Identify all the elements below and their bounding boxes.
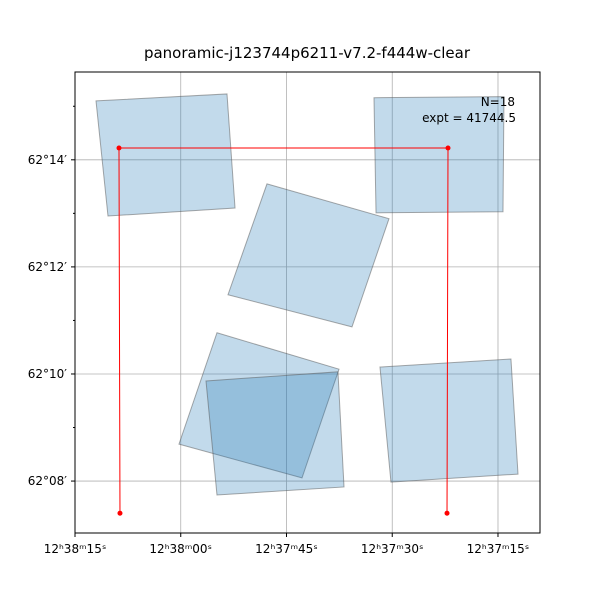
- footprint: [178, 332, 340, 479]
- y-tick-label: 62°12′: [28, 260, 68, 274]
- axes-frame: [74, 71, 541, 534]
- outline-point: [445, 145, 451, 151]
- x-tick-label: 12ʰ37ᵐ15ˢ: [467, 542, 530, 556]
- outline-point: [116, 145, 122, 151]
- x-tick-label: 12ʰ37ᵐ30ˢ: [361, 542, 424, 556]
- footprint: [379, 358, 519, 483]
- footprint: [373, 96, 505, 214]
- outline-point: [117, 510, 123, 516]
- y-tick-label: 62°08′: [28, 474, 68, 488]
- footprint: [95, 93, 236, 217]
- footprint: [227, 183, 390, 328]
- annotation: N=18: [481, 95, 515, 109]
- outline-point: [444, 510, 450, 516]
- x-tick-label: 12ʰ38ᵐ15ˢ: [44, 542, 107, 556]
- outline: [118, 147, 449, 514]
- chart-title: panoramic-j123744p6211-v7.2-f444w-clear: [144, 44, 471, 62]
- x-tick-label: 12ʰ38ᵐ00ˢ: [149, 542, 212, 556]
- annotation: expt = 41744.5: [422, 111, 516, 125]
- x-tick-label: 12ʰ37ᵐ45ˢ: [255, 542, 318, 556]
- y-tick-label: 62°10′: [28, 367, 68, 381]
- footprint: [205, 371, 345, 496]
- y-tick-label: 62°14′: [28, 153, 68, 167]
